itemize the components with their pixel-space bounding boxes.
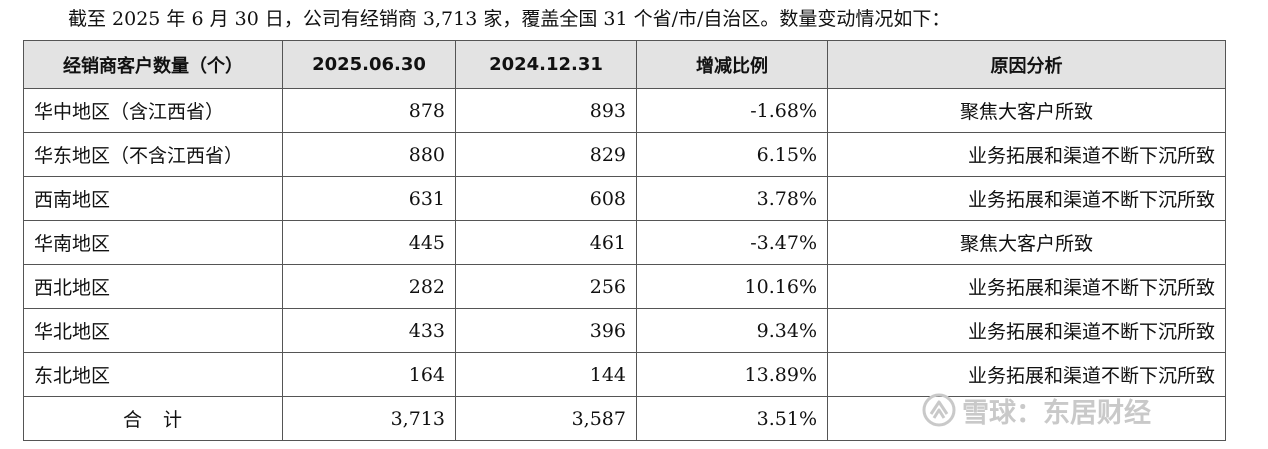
region-cell: 西南地区 bbox=[23, 176, 283, 221]
total-2024-cell: 3,587 bbox=[455, 396, 637, 441]
dealer-count-table: 经销商客户数量（个） 2025.06.30 2024.12.31 增减比例 原因… bbox=[23, 40, 1226, 441]
snowball-logo-icon bbox=[922, 393, 956, 427]
header-dealer-count: 经销商客户数量（个） bbox=[23, 40, 283, 89]
table-header-row: 经销商客户数量（个） 2025.06.30 2024.12.31 增减比例 原因… bbox=[23, 40, 1226, 89]
reason-cell: 业务拓展和渠道不断下沉所致 bbox=[827, 176, 1226, 221]
table-row: 华北地区 433 396 9.34% 业务拓展和渠道不断下沉所致 bbox=[23, 308, 1226, 353]
reason-cell: 业务拓展和渠道不断下沉所致 bbox=[827, 132, 1226, 177]
count-2024-cell: 829 bbox=[455, 132, 637, 177]
count-2024-cell: 396 bbox=[455, 308, 637, 353]
change-cell: 3.78% bbox=[636, 176, 828, 221]
table-row: 东北地区 164 144 13.89% 业务拓展和渠道不断下沉所致 bbox=[23, 352, 1226, 397]
region-cell: 华东地区（不含江西省） bbox=[23, 132, 283, 177]
table-row: 西南地区 631 608 3.78% 业务拓展和渠道不断下沉所致 bbox=[23, 176, 1226, 221]
header-reason: 原因分析 bbox=[827, 40, 1226, 89]
header-2024-12-31: 2024.12.31 bbox=[455, 40, 637, 89]
reason-cell: 业务拓展和渠道不断下沉所致 bbox=[827, 264, 1226, 309]
change-cell: 6.15% bbox=[636, 132, 828, 177]
change-cell: -3.47% bbox=[636, 220, 828, 265]
reason-cell: 业务拓展和渠道不断下沉所致 bbox=[827, 308, 1226, 353]
region-cell: 华南地区 bbox=[23, 220, 283, 265]
region-cell: 东北地区 bbox=[23, 352, 283, 397]
region-cell: 华北地区 bbox=[23, 308, 283, 353]
watermark: 雪球：东居财经 bbox=[922, 388, 1151, 432]
change-cell: 9.34% bbox=[636, 308, 828, 353]
total-2025-cell: 3,713 bbox=[282, 396, 456, 441]
table-row: 华东地区（不含江西省） 880 829 6.15% 业务拓展和渠道不断下沉所致 bbox=[23, 132, 1226, 177]
count-2025-cell: 164 bbox=[282, 352, 456, 397]
header-change-ratio: 增减比例 bbox=[636, 40, 828, 89]
count-2024-cell: 461 bbox=[455, 220, 637, 265]
count-2025-cell: 282 bbox=[282, 264, 456, 309]
watermark-text: 雪球：东居财经 bbox=[962, 397, 1151, 429]
change-cell: 13.89% bbox=[636, 352, 828, 397]
count-2025-cell: 880 bbox=[282, 132, 456, 177]
count-2025-cell: 433 bbox=[282, 308, 456, 353]
reason-cell: 业务拓展和渠道不断下沉所致 bbox=[827, 352, 1226, 397]
reason-cell: 聚焦大客户所致 bbox=[827, 220, 1226, 265]
table-row: 华中地区（含江西省） 878 893 -1.68% 聚焦大客户所致 bbox=[23, 88, 1226, 133]
count-2024-cell: 256 bbox=[455, 264, 637, 309]
count-2024-cell: 144 bbox=[455, 352, 637, 397]
count-2024-cell: 608 bbox=[455, 176, 637, 221]
count-2025-cell: 878 bbox=[282, 88, 456, 133]
table-row: 华南地区 445 461 -3.47% 聚焦大客户所致 bbox=[23, 220, 1226, 265]
change-cell: -1.68% bbox=[636, 88, 828, 133]
total-reason-cell bbox=[827, 396, 1226, 441]
region-cell: 华中地区（含江西省） bbox=[23, 88, 283, 133]
count-2025-cell: 445 bbox=[282, 220, 456, 265]
total-label-cell: 合 计 bbox=[23, 396, 283, 441]
header-2025-06-30: 2025.06.30 bbox=[282, 40, 456, 89]
table-total-row: 合 计 3,713 3,587 3.51% bbox=[23, 396, 1226, 441]
total-change-cell: 3.51% bbox=[636, 396, 828, 441]
count-2024-cell: 893 bbox=[455, 88, 637, 133]
reason-cell: 聚焦大客户所致 bbox=[827, 88, 1226, 133]
change-cell: 10.16% bbox=[636, 264, 828, 309]
region-cell: 西北地区 bbox=[23, 264, 283, 309]
count-2025-cell: 631 bbox=[282, 176, 456, 221]
intro-paragraph: 截至 2025 年 6 月 30 日，公司有经销商 3,713 家，覆盖全国 3… bbox=[68, 8, 951, 30]
table-row: 西北地区 282 256 10.16% 业务拓展和渠道不断下沉所致 bbox=[23, 264, 1226, 309]
